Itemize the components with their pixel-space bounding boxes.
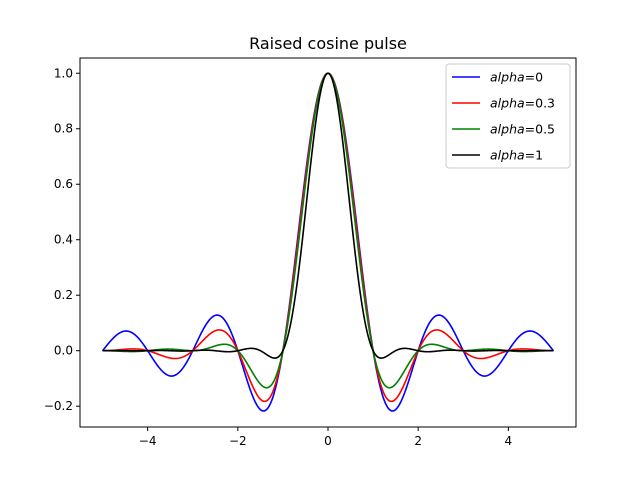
legend-box — [445, 63, 571, 169]
x-tick-label: 4 — [505, 434, 513, 448]
y-tick-label: 0.2 — [54, 288, 73, 302]
legend: alpha=0 alpha=0.3 alpha=0.5 alpha=1 — [445, 63, 571, 169]
y-tick-label: 0.8 — [54, 122, 73, 136]
y-axis-ticks: −0.2 0.0 0.2 0.4 0.6 0.8 1.0 — [44, 66, 80, 413]
y-tick-label: 0.0 — [54, 344, 73, 358]
y-tick-label: 0.4 — [54, 233, 73, 247]
x-tick-label: −4 — [139, 434, 157, 448]
y-tick-label: 1.0 — [54, 66, 73, 80]
series-line-3 — [102, 72, 554, 359]
x-tick-label: 2 — [414, 434, 422, 448]
legend-label-2: alpha=0.5 — [490, 122, 555, 137]
x-axis-ticks: −4 −2 0 2 4 — [139, 427, 512, 448]
y-tick-label: 0.6 — [54, 177, 73, 191]
chart-title: Raised cosine pulse — [249, 34, 407, 53]
legend-label-3: alpha=1 — [490, 148, 543, 163]
x-tick-label: 0 — [324, 434, 332, 448]
series-lines — [101, 72, 555, 412]
legend-label-1: alpha=0.3 — [490, 96, 555, 111]
x-tick-label: −2 — [229, 434, 247, 448]
legend-label-0: alpha=0 — [490, 70, 543, 85]
y-tick-label: −0.2 — [44, 399, 73, 413]
